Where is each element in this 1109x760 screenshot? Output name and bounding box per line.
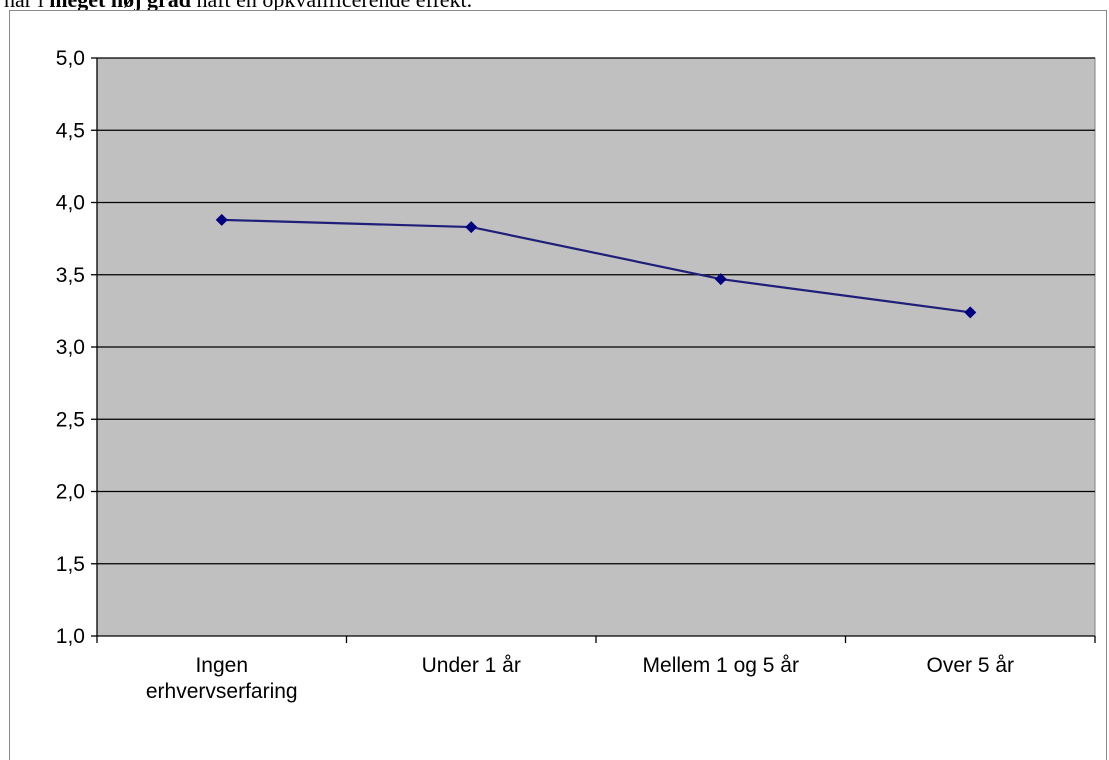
series-line xyxy=(221,218,971,314)
caption-text: har i meget høj grad haft en opkvalifice… xyxy=(4,0,1104,14)
y-tick-label: 3,5 xyxy=(56,264,85,287)
y-tick-label: 2,0 xyxy=(56,481,85,504)
caption-suffix: haft en opkvalificerende effekt. xyxy=(191,0,472,12)
gridlines xyxy=(97,57,1095,565)
x-tick-label: Ingen erhvervserfaring xyxy=(146,654,298,703)
y-tick-label: 5,0 xyxy=(56,47,85,70)
tick-labels: 1,0 1,5 2,0 2,5 3,0 3,5 4,0 4,5 5,0 Ingen erhvervs… xyxy=(56,47,1014,703)
y-tick-label: 4,0 xyxy=(56,192,85,215)
data-point-marker xyxy=(964,306,977,319)
x-tick-label: Mellem 1 og 5 år xyxy=(643,654,799,677)
y-tick-label: 3,0 xyxy=(56,336,85,359)
caption-prefix: har i xyxy=(4,0,49,12)
data-point-marker xyxy=(215,213,228,226)
y-tick-label: 1,0 xyxy=(56,625,85,648)
y-tick-label: 4,5 xyxy=(56,119,85,142)
caption-bold: meget høj grad xyxy=(49,0,191,12)
y-tick-label: 2,5 xyxy=(56,408,85,431)
y-tick-label: 1,5 xyxy=(56,553,85,576)
data-point-marker xyxy=(714,273,727,286)
series xyxy=(215,213,977,319)
axes xyxy=(91,57,1096,643)
data-point-marker xyxy=(465,221,478,234)
x-tick-label: Over 5 år xyxy=(926,654,1014,677)
x-tick-label: Under 1 år xyxy=(422,654,521,677)
